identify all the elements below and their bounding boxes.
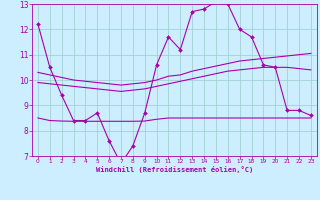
- X-axis label: Windchill (Refroidissement éolien,°C): Windchill (Refroidissement éolien,°C): [96, 166, 253, 173]
